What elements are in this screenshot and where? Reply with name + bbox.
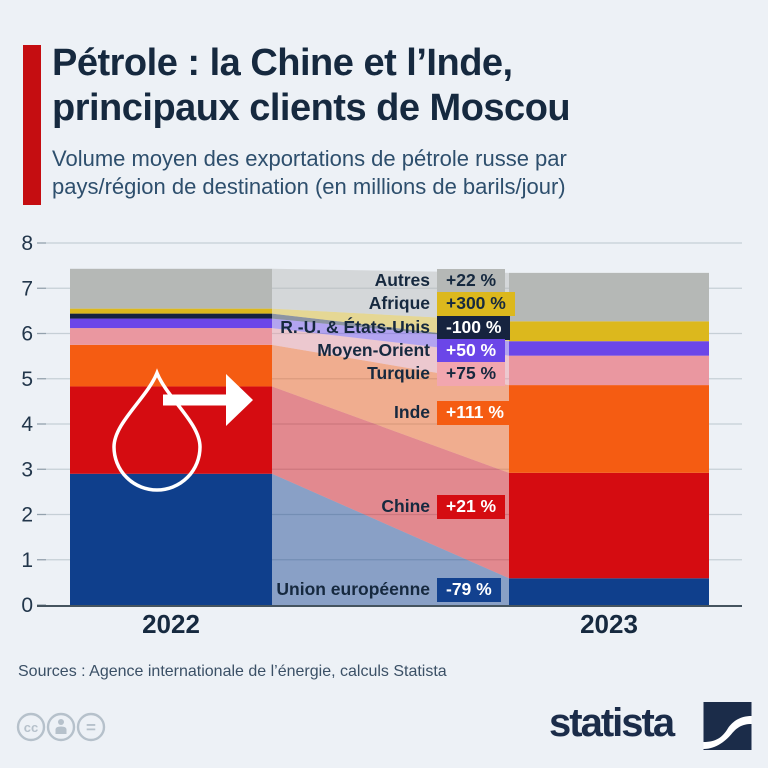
oil-drop-icon bbox=[112, 368, 202, 492]
y-tick-label: 8 bbox=[21, 232, 33, 255]
category-change-badge: +21 % bbox=[437, 494, 506, 519]
bar-segment-2022 bbox=[70, 328, 272, 345]
axis-layer: 0 1 2 3 4 5 6 7 8 2022 2023 bbox=[21, 232, 742, 639]
person-attribution-icon[interactable] bbox=[46, 712, 76, 742]
cc-icon[interactable]: cc bbox=[16, 712, 46, 742]
category-label: Moyen-Orient bbox=[317, 340, 430, 360]
bar-segment-2023 bbox=[509, 385, 709, 473]
category-label: Inde bbox=[394, 402, 430, 422]
category-change-badge: -100 % bbox=[437, 315, 511, 340]
category-label: Turquie bbox=[367, 363, 430, 383]
category-row: Autres +22 % bbox=[0, 268, 506, 293]
oil-drop-arrow-decoration bbox=[112, 368, 253, 492]
x-axis-year-label: 2022 bbox=[142, 609, 200, 639]
x-axis-year-label: 2023 bbox=[580, 609, 638, 639]
bar-segment-2022 bbox=[70, 268, 272, 309]
y-tick-label: 6 bbox=[21, 323, 33, 346]
category-row: Moyen-Orient +50 % bbox=[0, 338, 506, 363]
category-label: Afrique bbox=[368, 293, 430, 313]
y-tick-label: 0 bbox=[21, 594, 33, 617]
category-row: Chine +21 % bbox=[0, 494, 506, 519]
chart-title-line2: principaux clients de Moscou bbox=[52, 87, 571, 129]
category-change-badge: +50 % bbox=[437, 338, 506, 363]
category-change-badge: +300 % bbox=[437, 291, 515, 316]
bar-segment-2023 bbox=[509, 272, 709, 322]
flow-band bbox=[272, 386, 509, 579]
category-label: Chine bbox=[381, 496, 430, 516]
chart-subtitle-line2: pays/région de destination (en millions … bbox=[52, 174, 566, 199]
y-tick-label: 4 bbox=[21, 413, 33, 436]
title-accent-bar bbox=[23, 45, 41, 205]
svg-text:cc: cc bbox=[24, 720, 38, 735]
chart-title: Pétrole : la Chine et l’Inde, principaux… bbox=[52, 41, 571, 131]
statista-logo-text[interactable]: statista bbox=[549, 701, 675, 745]
chart-subtitle: Volume moyen des exportations de pétrole… bbox=[52, 145, 567, 201]
bar-segment-2023 bbox=[509, 472, 709, 579]
bar-segment-2022 bbox=[70, 473, 272, 605]
bar-segment-2022 bbox=[70, 313, 272, 319]
category-change-badge: +22 % bbox=[437, 268, 506, 293]
y-tick-label: 1 bbox=[21, 549, 33, 572]
category-row: R.-U. & États-Unis -100 % bbox=[0, 315, 511, 340]
category-row: Union européenne -79 % bbox=[0, 577, 501, 602]
bar-segment-2023 bbox=[509, 355, 709, 386]
bar-segment-2023 bbox=[509, 341, 709, 356]
category-row: Afrique +300 % bbox=[0, 291, 515, 316]
y-tick-label: 3 bbox=[21, 458, 33, 481]
y-tick-label: 7 bbox=[21, 277, 33, 300]
bar-segment-2022 bbox=[70, 344, 272, 387]
sources-line: Sources : Agence internationale de l’éne… bbox=[18, 663, 447, 680]
bar-segment-2022 bbox=[70, 308, 272, 314]
flow-band bbox=[272, 473, 509, 605]
svg-text:=: = bbox=[86, 718, 96, 737]
y-tick-label: 5 bbox=[21, 368, 33, 391]
no-derivatives-icon[interactable]: = bbox=[76, 712, 106, 742]
flow-band bbox=[272, 313, 509, 342]
category-change-badge: -79 % bbox=[437, 577, 501, 602]
bar-segment-2022 bbox=[70, 318, 272, 329]
bar-segment-2023 bbox=[509, 578, 709, 605]
bar-layer bbox=[70, 268, 709, 605]
statista-logo-mark[interactable] bbox=[703, 702, 752, 750]
y-tick-label: 2 bbox=[21, 504, 33, 527]
license-icons: cc = bbox=[16, 712, 106, 742]
arrow-right-icon bbox=[226, 374, 253, 426]
category-label: Union européenne bbox=[276, 579, 430, 599]
category-label: Autres bbox=[374, 270, 430, 290]
chart-title-line1: Pétrole : la Chine et l’Inde, bbox=[52, 42, 513, 84]
bar-segment-2023 bbox=[509, 321, 709, 342]
category-change-badge: +75 % bbox=[437, 361, 506, 386]
category-label: R.-U. & États-Unis bbox=[280, 317, 430, 337]
category-change-badge: +111 % bbox=[437, 400, 513, 425]
category-row: Turquie +75 % bbox=[0, 361, 506, 386]
category-row: Inde +111 % bbox=[0, 400, 513, 425]
chart-subtitle-line1: Volume moyen des exportations de pétrole… bbox=[52, 146, 567, 171]
